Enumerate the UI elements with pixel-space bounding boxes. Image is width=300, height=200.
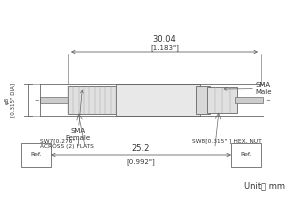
Text: SW8[0.315" ] HEX. NUT: SW8[0.315" ] HEX. NUT [192,138,262,143]
Bar [40,97,68,103]
Bar [68,86,116,114]
Bar [207,87,237,113]
Text: 25.2: 25.2 [132,144,150,153]
Text: SMA
Male: SMA Male [224,82,272,95]
Text: Ref.: Ref. [240,152,252,158]
Text: Unit： mm: Unit： mm [244,181,285,190]
Bar [116,84,200,116]
Bar [235,97,263,103]
Text: SW7[0.276" ]
ACROSS (2) FLATS: SW7[0.276" ] ACROSS (2) FLATS [40,138,94,149]
Text: φ8
[0.315" DIA]: φ8 [0.315" DIA] [4,83,15,117]
Text: Ref.: Ref. [30,152,42,158]
Text: [0.992"]: [0.992"] [127,158,155,165]
Text: SMA
Female: SMA Female [65,90,91,141]
Text: [1.183"]: [1.183"] [150,44,179,51]
Bar [196,86,210,114]
Text: 30.04: 30.04 [153,35,176,44]
